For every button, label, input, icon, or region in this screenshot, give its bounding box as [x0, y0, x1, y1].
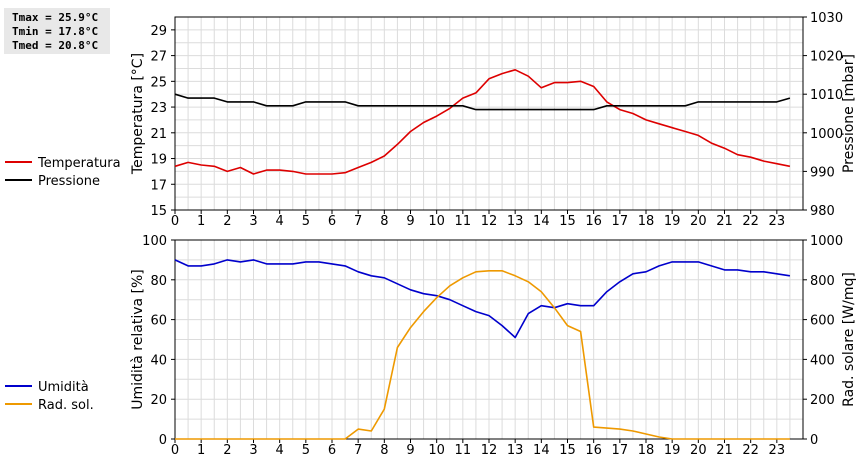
top-x-tick-label: 20 — [690, 214, 707, 229]
top-y-tick-label: 17 — [150, 178, 167, 193]
bottom-y2-axis-title: Rad. solare [W/mq] — [841, 272, 857, 407]
top-x-tick-label: 4 — [276, 214, 284, 229]
top-x-tick-label: 7 — [354, 214, 362, 229]
top-x-tick-label: 9 — [406, 214, 414, 229]
tmax-stat: Tmax = 25.9°C — [12, 11, 99, 24]
top-y2-tick-label: 1010 — [810, 88, 843, 103]
bottom-x-tick-label: 10 — [428, 443, 445, 458]
bottom-x-tick-label: 20 — [690, 443, 707, 458]
bottom-x-tick-label: 18 — [638, 443, 655, 458]
top-y2-axis-title: Pressione [mbar] — [841, 54, 857, 173]
legend-label-pressione: Pressione — [38, 174, 100, 189]
bottom-x-tick-label: 22 — [742, 443, 759, 458]
bottom-y-tick-label: 60 — [150, 314, 167, 329]
bottom-y-axis-title: Umidità relativa [%] — [130, 269, 146, 410]
bottom-x-tick-label: 13 — [507, 443, 524, 458]
top-x-tick-label: 8 — [380, 214, 388, 229]
top-y-tick-label: 23 — [150, 101, 167, 116]
tmin-stat: Tmin = 17.8°C — [12, 25, 99, 38]
series-line-pressione — [174, 93, 791, 111]
bottom-y-tick-label: 80 — [150, 274, 167, 289]
bottom-x-tick-label: 5 — [302, 443, 310, 458]
top-y2-tick-label: 990 — [810, 165, 835, 180]
top-x-tick-label: 19 — [664, 214, 681, 229]
top-x-tick-label: 5 — [302, 214, 310, 229]
top-x-tick-label: 14 — [533, 214, 550, 229]
top-x-tick-label: 6 — [328, 214, 336, 229]
top-x-tick-label: 2 — [223, 214, 231, 229]
bottom-y-tick-label: 100 — [142, 234, 167, 249]
top-x-tick-label: 16 — [585, 214, 602, 229]
top-x-tick-label: 13 — [507, 214, 524, 229]
bottom-x-tick-label: 23 — [769, 443, 786, 458]
top-y2-tick-label: 1030 — [810, 11, 843, 26]
bottom-x-tick-label: 8 — [380, 443, 388, 458]
bottom-y2-tick-label: 200 — [810, 393, 835, 408]
bottom-x-tick-label: 15 — [559, 443, 576, 458]
bottom-x-tick-label: 3 — [249, 443, 257, 458]
top-x-tick-label: 15 — [559, 214, 576, 229]
bottom-y2-tick-label: 1000 — [810, 234, 843, 249]
bottom-x-tick-label: 19 — [664, 443, 681, 458]
bottom-y-tick-label: 40 — [150, 353, 167, 368]
bottom-x-tick-label: 0 — [171, 443, 179, 458]
tmed-stat: Tmed = 20.8°C — [12, 39, 99, 52]
bottom-x-tick-label: 1 — [197, 443, 205, 458]
top-x-tick-label: 18 — [638, 214, 655, 229]
bottom-x-tick-label: 14 — [533, 443, 550, 458]
top-y-tick-label: 15 — [150, 204, 167, 219]
top-y-tick-label: 21 — [150, 127, 167, 142]
top-y-tick-label: 29 — [150, 24, 167, 39]
top-x-tick-label: 23 — [769, 214, 786, 229]
bottom-y-tick-label: 20 — [150, 393, 167, 408]
bottom-x-tick-label: 16 — [585, 443, 602, 458]
top-y-tick-label: 25 — [150, 75, 167, 90]
top-y-tick-label: 19 — [150, 153, 167, 168]
bottom-y2-tick-label: 800 — [810, 274, 835, 289]
statistics-box: Tmax = 25.9°C Tmin = 17.8°C Tmed = 20.8°… — [4, 8, 110, 54]
top-x-tick-label: 21 — [716, 214, 733, 229]
top-y2-tick-label: 980 — [810, 204, 835, 219]
top-x-tick-label: 1 — [197, 214, 205, 229]
bottom-y-tick-label: 0 — [159, 433, 167, 448]
bottom-x-tick-label: 4 — [276, 443, 284, 458]
bottom-x-tick-label: 2 — [223, 443, 231, 458]
series-line-umidit — [174, 259, 791, 339]
top-y2-tick-label: 1020 — [810, 50, 843, 65]
bottom-x-tick-label: 7 — [354, 443, 362, 458]
top-x-tick-label: 12 — [481, 214, 498, 229]
top-y-axis-title: Temperatura [°C] — [130, 53, 146, 175]
bottom-x-tick-label: 9 — [406, 443, 414, 458]
bottom-x-tick-label: 6 — [328, 443, 336, 458]
top-y-tick-label: 27 — [150, 50, 167, 65]
bottom-x-tick-label: 21 — [716, 443, 733, 458]
top-x-tick-label: 17 — [612, 214, 629, 229]
bottom-x-tick-label: 11 — [455, 443, 472, 458]
legend-label-temperatura: Temperatura — [37, 156, 121, 171]
series-line-rad-sol — [175, 269, 790, 440]
series-line-temperatura — [174, 69, 791, 175]
bottom-y2-tick-label: 600 — [810, 314, 835, 329]
legend-label-rad-sol: Rad. sol. — [38, 398, 94, 413]
top-x-tick-label: 10 — [428, 214, 445, 229]
legend-label-umidit: Umidità — [38, 380, 89, 395]
bottom-x-tick-label: 17 — [612, 443, 629, 458]
bottom-x-tick-label: 12 — [481, 443, 498, 458]
bottom-y2-tick-label: 400 — [810, 353, 835, 368]
top-x-tick-label: 3 — [249, 214, 257, 229]
top-x-tick-label: 22 — [742, 214, 759, 229]
top-x-tick-label: 0 — [171, 214, 179, 229]
top-x-tick-label: 11 — [455, 214, 472, 229]
bottom-y2-tick-label: 0 — [810, 433, 818, 448]
top-y2-tick-label: 1000 — [810, 127, 843, 142]
